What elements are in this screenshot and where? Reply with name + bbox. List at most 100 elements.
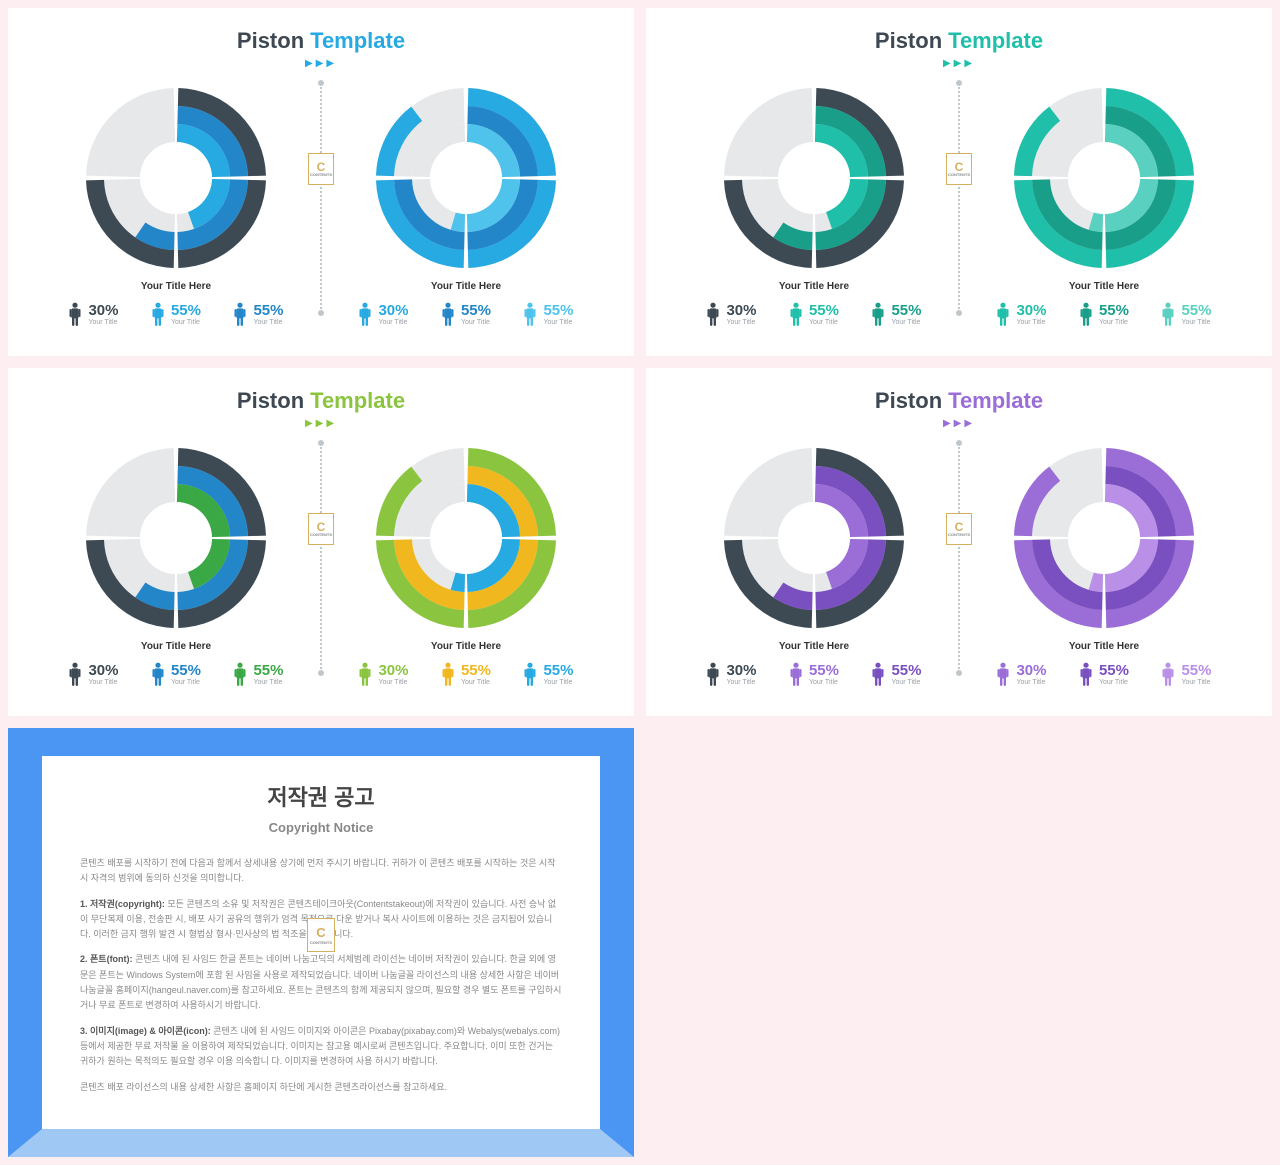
stat-label: Your Title (1016, 319, 1046, 327)
stat-label: Your Title (171, 319, 201, 327)
triangle-decor: ▶▶▶ (674, 418, 1244, 429)
person-icon (871, 302, 885, 328)
person-icon (789, 662, 803, 688)
donut-chart (81, 443, 271, 633)
stat-value: 55% (171, 303, 201, 320)
vertical-divider: CCONTENTS (958, 83, 960, 313)
stat-item: 55% Your Title (1079, 302, 1129, 328)
person-icon (358, 302, 372, 328)
stat-label: Your Title (1099, 319, 1129, 327)
stats-row: 30% Your Title 55% Your Title 55% Your T… (964, 662, 1244, 688)
vertical-divider: CCONTENTS (958, 443, 960, 673)
stat-item: 55% Your Title (1079, 662, 1129, 688)
person-icon (151, 662, 165, 688)
stat-value: 55% (543, 663, 573, 680)
person-icon (441, 662, 455, 688)
card-title: PistonTemplate (36, 28, 606, 54)
stat-label: Your Title (809, 319, 839, 327)
person-icon (1161, 302, 1175, 328)
stat-item: 30% Your Title (996, 302, 1046, 328)
person-icon (68, 662, 82, 688)
stats-row: 30% Your Title 55% Your Title 55% Your T… (326, 662, 606, 688)
stat-value: 30% (1016, 303, 1046, 320)
person-icon (1161, 662, 1175, 688)
donut-chart (1009, 443, 1199, 633)
person-icon (706, 662, 720, 688)
stat-label: Your Title (461, 679, 491, 687)
stats-row: 30% Your Title 55% Your Title 55% Your T… (36, 662, 316, 688)
person-icon (151, 302, 165, 328)
person-icon (1079, 662, 1093, 688)
center-badge: CCONTENTS (308, 513, 334, 545)
stat-item: 30% Your Title (706, 662, 756, 688)
triangle-decor: ▶▶▶ (36, 418, 606, 429)
stat-item: 55% Your Title (789, 662, 839, 688)
copyright-body: 콘텐츠 배포를 시작하기 전에 다음과 함께서 상세내용 상기에 먼저 주시기 … (80, 856, 562, 1095)
stat-item: 55% Your Title (523, 662, 573, 688)
template-card: PistonTemplate ▶▶▶ Your Title Here 30% Y… (646, 8, 1272, 356)
stat-item: 30% Your Title (358, 302, 408, 328)
person-icon (871, 662, 885, 688)
donut-chart (719, 443, 909, 633)
template-grid: PistonTemplate ▶▶▶ Your Title Here 30% Y… (8, 8, 1272, 1157)
person-icon (441, 302, 455, 328)
stat-value: 30% (1016, 663, 1046, 680)
stat-value: 55% (543, 303, 573, 320)
stat-label: Your Title (1181, 679, 1211, 687)
center-badge: CCONTENTS (946, 153, 972, 185)
chart-subtitle: Your Title Here (779, 641, 849, 652)
chart-column: Your Title Here 30% Your Title 55% Your … (964, 83, 1244, 328)
stat-item: 30% Your Title (996, 662, 1046, 688)
stat-item: 55% Your Title (1161, 302, 1211, 328)
stat-label: Your Title (253, 679, 283, 687)
stat-label: Your Title (88, 319, 118, 327)
template-card: PistonTemplate ▶▶▶ Your Title Here 30% Y… (646, 368, 1272, 716)
stat-item: 55% Your Title (441, 662, 491, 688)
stat-label: Your Title (461, 319, 491, 327)
template-card: PistonTemplate ▶▶▶ Your Title Here 30% Y… (8, 368, 634, 716)
stat-label: Your Title (1181, 319, 1211, 327)
stat-item: 30% Your Title (68, 302, 118, 328)
chart-column: Your Title Here 30% Your Title 55% Your … (36, 443, 316, 688)
stats-row: 30% Your Title 55% Your Title 55% Your T… (674, 302, 954, 328)
stat-value: 30% (378, 303, 408, 320)
person-icon (68, 302, 82, 328)
stat-item: 55% Your Title (871, 302, 921, 328)
stat-label: Your Title (543, 319, 573, 327)
donut-chart (371, 83, 561, 273)
chart-subtitle: Your Title Here (141, 641, 211, 652)
chart-subtitle: Your Title Here (431, 281, 501, 292)
stat-value: 55% (809, 663, 839, 680)
stat-value: 55% (1181, 303, 1211, 320)
stat-item: 55% Your Title (789, 302, 839, 328)
card-title: PistonTemplate (674, 388, 1244, 414)
stat-value: 55% (461, 663, 491, 680)
triangle-decor: ▶▶▶ (674, 58, 1244, 69)
person-icon (523, 302, 537, 328)
stat-value: 55% (461, 303, 491, 320)
stat-value: 55% (1099, 663, 1129, 680)
stat-item: 30% Your Title (706, 302, 756, 328)
person-icon (996, 662, 1010, 688)
charts-row: Your Title Here 30% Your Title 55% Your … (36, 443, 606, 688)
person-icon (233, 302, 247, 328)
stat-value: 55% (253, 303, 283, 320)
stat-value: 55% (891, 303, 921, 320)
stat-label: Your Title (1099, 679, 1129, 687)
stat-item: 30% Your Title (358, 662, 408, 688)
donut-chart (1009, 83, 1199, 273)
stat-value: 30% (378, 663, 408, 680)
stat-value: 30% (88, 303, 118, 320)
stat-item: 55% Your Title (151, 662, 201, 688)
chart-column: Your Title Here 30% Your Title 55% Your … (674, 83, 954, 328)
center-badge: CCONTENTS (946, 513, 972, 545)
stat-item: 55% Your Title (233, 302, 283, 328)
stat-value: 55% (253, 663, 283, 680)
stat-label: Your Title (378, 319, 408, 327)
copyright-title: 저작권 공고Copyright Notice (80, 780, 562, 838)
stat-item: 55% Your Title (151, 302, 201, 328)
stat-label: Your Title (171, 679, 201, 687)
charts-row: Your Title Here 30% Your Title 55% Your … (674, 443, 1244, 688)
stat-label: Your Title (726, 679, 756, 687)
stat-label: Your Title (891, 679, 921, 687)
